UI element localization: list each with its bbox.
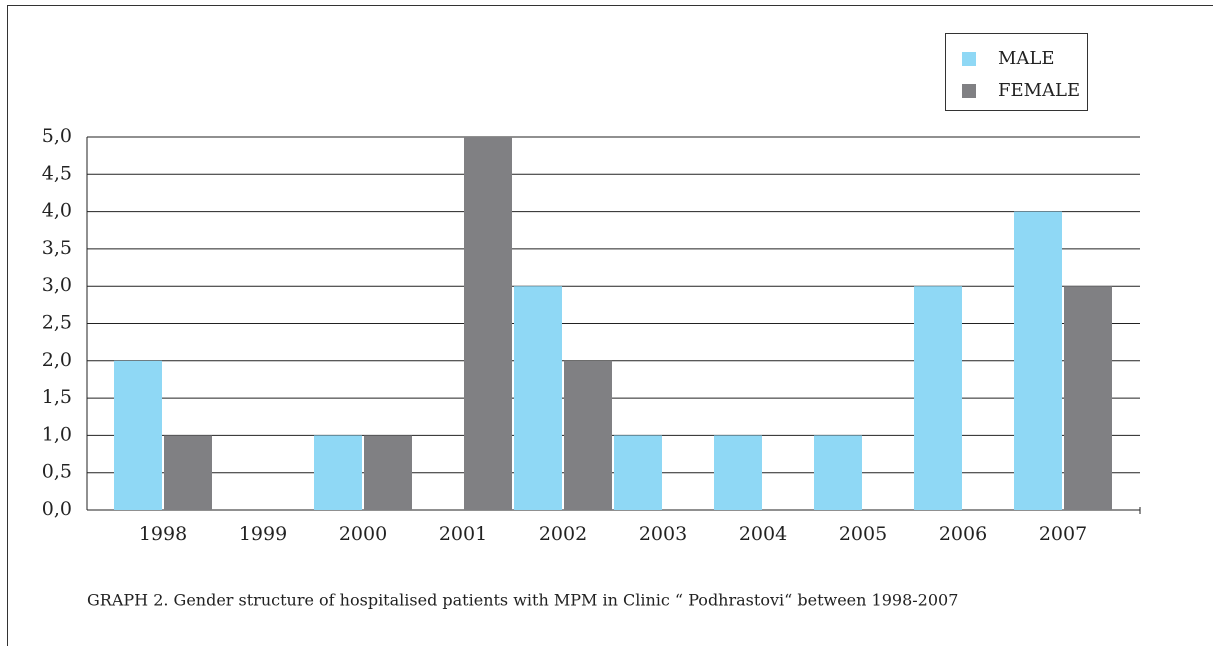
- legend-box: [945, 33, 1088, 111]
- bar: [1014, 211, 1062, 510]
- bar: [164, 435, 212, 510]
- bar: [914, 286, 962, 510]
- x-tick-label: 2000: [339, 523, 387, 545]
- x-tick-label: 1999: [239, 523, 287, 545]
- bar: [314, 435, 362, 510]
- y-tick-label: 4,0: [42, 200, 72, 222]
- y-tick-label: 1,5: [42, 386, 72, 408]
- bar: [514, 286, 562, 510]
- y-tick-label: 1,0: [42, 423, 72, 445]
- bar: [464, 137, 512, 510]
- legend-label: MALE: [998, 48, 1055, 69]
- y-tick-label: 3,5: [42, 237, 72, 259]
- legend-swatch: [962, 52, 976, 66]
- y-tick-label: 4,5: [42, 162, 72, 184]
- y-tick-label: 0,5: [42, 461, 72, 483]
- y-tick-label: 0,0: [42, 498, 72, 520]
- bar: [614, 435, 662, 510]
- y-tick-label: 3,0: [42, 274, 72, 296]
- y-tick-label: 2,5: [42, 312, 72, 334]
- x-tick-label: 2005: [839, 523, 887, 545]
- x-tick-label: 2007: [1039, 523, 1087, 545]
- x-tick-label: 2004: [739, 523, 787, 545]
- bar: [1064, 286, 1112, 510]
- y-tick-label: 5,0: [42, 125, 72, 147]
- legend-swatch: [962, 84, 976, 98]
- legend-label: FEMALE: [998, 80, 1080, 101]
- x-tick-label: 1998: [139, 523, 187, 545]
- x-tick-label: 2001: [439, 523, 487, 545]
- bar: [114, 360, 162, 510]
- bar: [364, 435, 412, 510]
- x-tick-label: 2006: [939, 523, 987, 545]
- x-tick-label: 2002: [539, 523, 587, 545]
- bar: [714, 435, 762, 510]
- bar: [564, 360, 612, 510]
- y-tick-label: 2,0: [42, 349, 72, 371]
- bar: [814, 435, 862, 510]
- caption: GRAPH 2. Gender structure of hospitalise…: [87, 591, 958, 610]
- x-tick-label: 2003: [639, 523, 687, 545]
